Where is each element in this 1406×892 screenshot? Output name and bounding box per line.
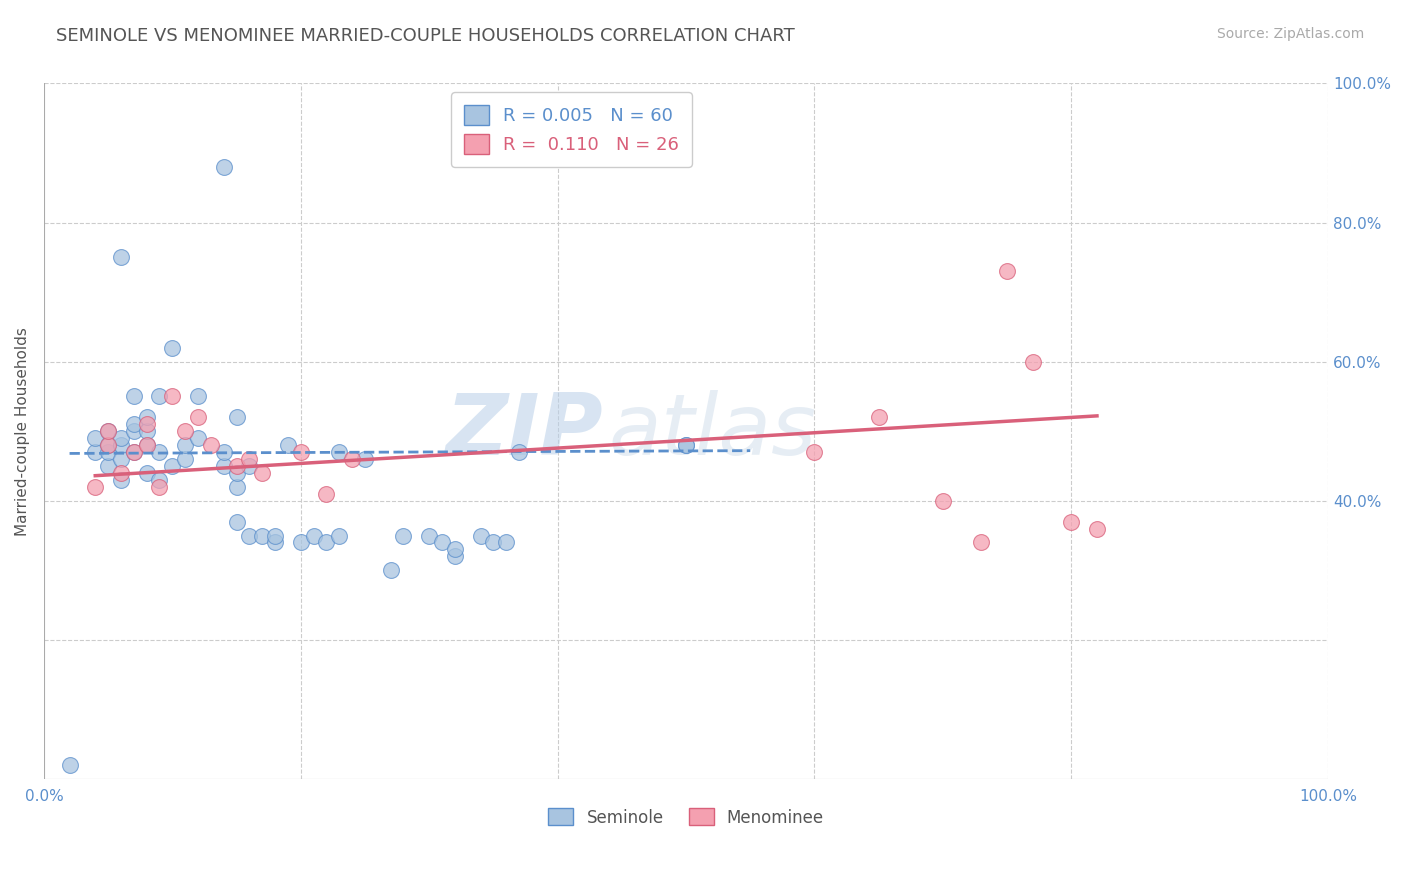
Point — [97, 445, 120, 459]
Point — [470, 528, 492, 542]
Point — [970, 535, 993, 549]
Point — [97, 438, 120, 452]
Point — [430, 535, 453, 549]
Point — [110, 452, 132, 467]
Point — [675, 438, 697, 452]
Point — [238, 528, 260, 542]
Point — [110, 466, 132, 480]
Point — [264, 535, 287, 549]
Point — [162, 458, 184, 473]
Point — [315, 487, 337, 501]
Point — [250, 466, 273, 480]
Point — [495, 535, 517, 549]
Point — [84, 431, 107, 445]
Point — [444, 549, 467, 564]
Point — [225, 480, 247, 494]
Point — [187, 410, 209, 425]
Point — [148, 389, 170, 403]
Y-axis label: Married-couple Households: Married-couple Households — [15, 326, 30, 535]
Point — [174, 438, 197, 452]
Point — [135, 410, 157, 425]
Point — [187, 389, 209, 403]
Point — [225, 515, 247, 529]
Point — [122, 417, 145, 432]
Text: SEMINOLE VS MENOMINEE MARRIED-COUPLE HOUSEHOLDS CORRELATION CHART: SEMINOLE VS MENOMINEE MARRIED-COUPLE HOU… — [56, 27, 794, 45]
Point — [187, 431, 209, 445]
Point — [328, 528, 350, 542]
Point — [135, 424, 157, 438]
Point — [932, 493, 955, 508]
Point — [392, 528, 415, 542]
Point — [135, 466, 157, 480]
Point — [225, 410, 247, 425]
Point — [162, 341, 184, 355]
Point — [444, 542, 467, 557]
Point — [135, 438, 157, 452]
Point — [290, 445, 312, 459]
Point — [508, 445, 530, 459]
Point — [803, 445, 825, 459]
Point — [97, 424, 120, 438]
Legend: Seminole, Menominee: Seminole, Menominee — [541, 802, 831, 833]
Point — [1060, 515, 1083, 529]
Point — [110, 473, 132, 487]
Point — [110, 431, 132, 445]
Text: Source: ZipAtlas.com: Source: ZipAtlas.com — [1216, 27, 1364, 41]
Point — [380, 563, 402, 577]
Point — [122, 445, 145, 459]
Point — [97, 438, 120, 452]
Point — [238, 452, 260, 467]
Point — [340, 452, 363, 467]
Point — [250, 528, 273, 542]
Point — [97, 424, 120, 438]
Point — [58, 758, 80, 772]
Point — [84, 480, 107, 494]
Point — [200, 438, 222, 452]
Point — [84, 445, 107, 459]
Point — [418, 528, 440, 542]
Point — [148, 473, 170, 487]
Point — [212, 445, 235, 459]
Point — [302, 528, 325, 542]
Point — [1085, 522, 1108, 536]
Point — [277, 438, 299, 452]
Point — [264, 528, 287, 542]
Point — [174, 424, 197, 438]
Point — [868, 410, 890, 425]
Point — [135, 417, 157, 432]
Point — [225, 458, 247, 473]
Point — [110, 250, 132, 264]
Point — [328, 445, 350, 459]
Point — [238, 458, 260, 473]
Point — [354, 452, 377, 467]
Text: atlas: atlas — [609, 390, 817, 473]
Point — [1022, 354, 1045, 368]
Point — [315, 535, 337, 549]
Point — [212, 160, 235, 174]
Point — [97, 458, 120, 473]
Point — [675, 438, 697, 452]
Point — [122, 389, 145, 403]
Point — [225, 466, 247, 480]
Point — [135, 438, 157, 452]
Point — [290, 535, 312, 549]
Point — [995, 264, 1018, 278]
Point — [148, 480, 170, 494]
Point — [174, 452, 197, 467]
Point — [162, 389, 184, 403]
Point — [122, 424, 145, 438]
Point — [122, 445, 145, 459]
Text: ZIP: ZIP — [444, 390, 603, 473]
Point — [212, 458, 235, 473]
Point — [148, 445, 170, 459]
Point — [482, 535, 505, 549]
Point — [110, 438, 132, 452]
